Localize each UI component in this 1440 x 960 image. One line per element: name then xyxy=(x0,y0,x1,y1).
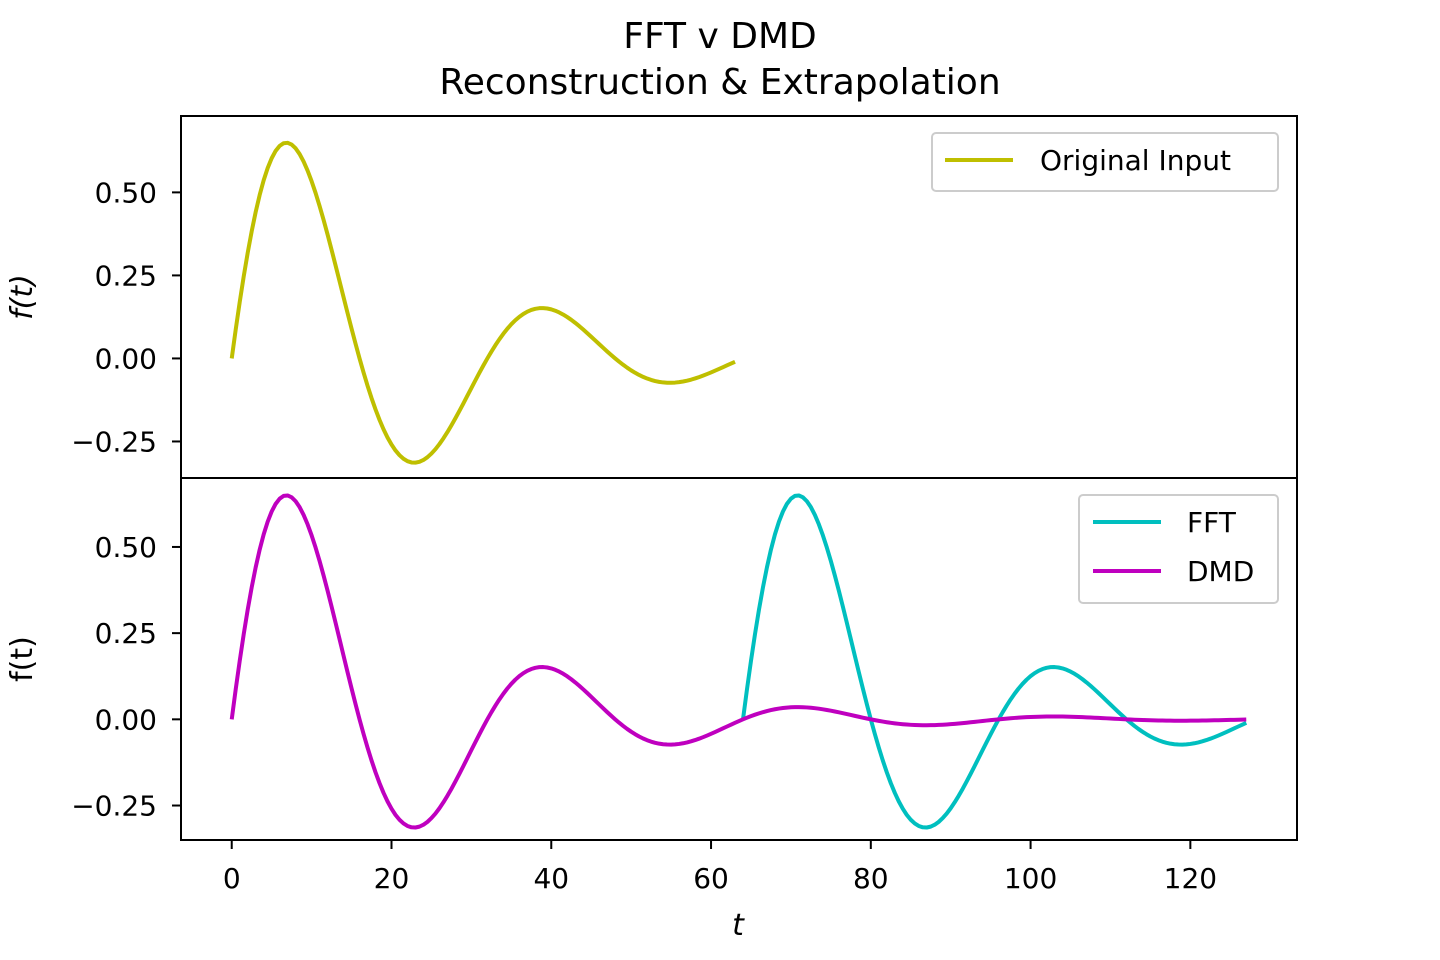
legend-label-original-input: Original Input xyxy=(1040,144,1231,177)
y-tick-label: 0.50 xyxy=(95,531,157,564)
y-tick-label: 0.50 xyxy=(95,176,157,209)
bottom-panel-ylabel: f(t) xyxy=(5,636,40,682)
y-tick-label: 0.00 xyxy=(95,703,157,736)
bottom-panel-yticks: 0.50 0.25 0.00 −0.25 xyxy=(71,531,181,823)
legend-label-dmd: DMD xyxy=(1187,555,1254,588)
x-tick-label: 100 xyxy=(1004,862,1057,895)
x-tick-label: 40 xyxy=(533,862,569,895)
x-tick-label: 60 xyxy=(693,862,729,895)
legend-label-fft: FFT xyxy=(1187,506,1237,539)
bottom-panel: 0.50 0.25 0.00 −0.25 FFT DMD f(t) xyxy=(5,477,1298,841)
original-input-line xyxy=(229,140,736,465)
bottom-panel-frame xyxy=(180,477,1298,841)
y-tick-label: 0.00 xyxy=(95,342,157,375)
y-tick-label: 0.25 xyxy=(95,259,157,292)
top-legend: Original Input xyxy=(931,132,1279,192)
y-tick-label: 0.25 xyxy=(95,617,157,650)
top-legend-box xyxy=(931,132,1279,192)
dmd-line xyxy=(229,493,1247,830)
x-axis-label: t xyxy=(732,908,745,943)
fft-line xyxy=(741,493,1248,830)
top-panel-yticks: 0.50 0.25 0.00 −0.25 xyxy=(71,176,181,458)
chart-title: FFT v DMD xyxy=(623,16,816,57)
x-axis-ticks: 0 20 40 60 80 100 120 xyxy=(223,840,1217,895)
bottom-legend: FFT DMD xyxy=(1078,494,1279,604)
x-tick-label: 20 xyxy=(374,862,410,895)
top-panel-ylabel: f(t) xyxy=(5,274,40,320)
y-tick-label: −0.25 xyxy=(71,790,157,823)
y-tick-label: −0.25 xyxy=(71,425,157,458)
x-tick-label: 80 xyxy=(853,862,889,895)
x-tick-label: 0 xyxy=(223,862,241,895)
top-panel: 0.50 0.25 0.00 −0.25 Original Input f(t) xyxy=(5,115,1298,479)
x-tick-label: 120 xyxy=(1164,862,1217,895)
chart-subtitle: Reconstruction & Extrapolation xyxy=(439,62,1000,103)
